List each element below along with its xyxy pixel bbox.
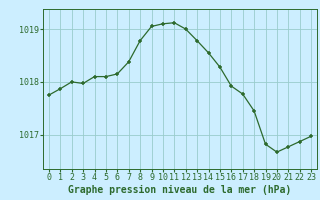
X-axis label: Graphe pression niveau de la mer (hPa): Graphe pression niveau de la mer (hPa) [68,185,292,195]
